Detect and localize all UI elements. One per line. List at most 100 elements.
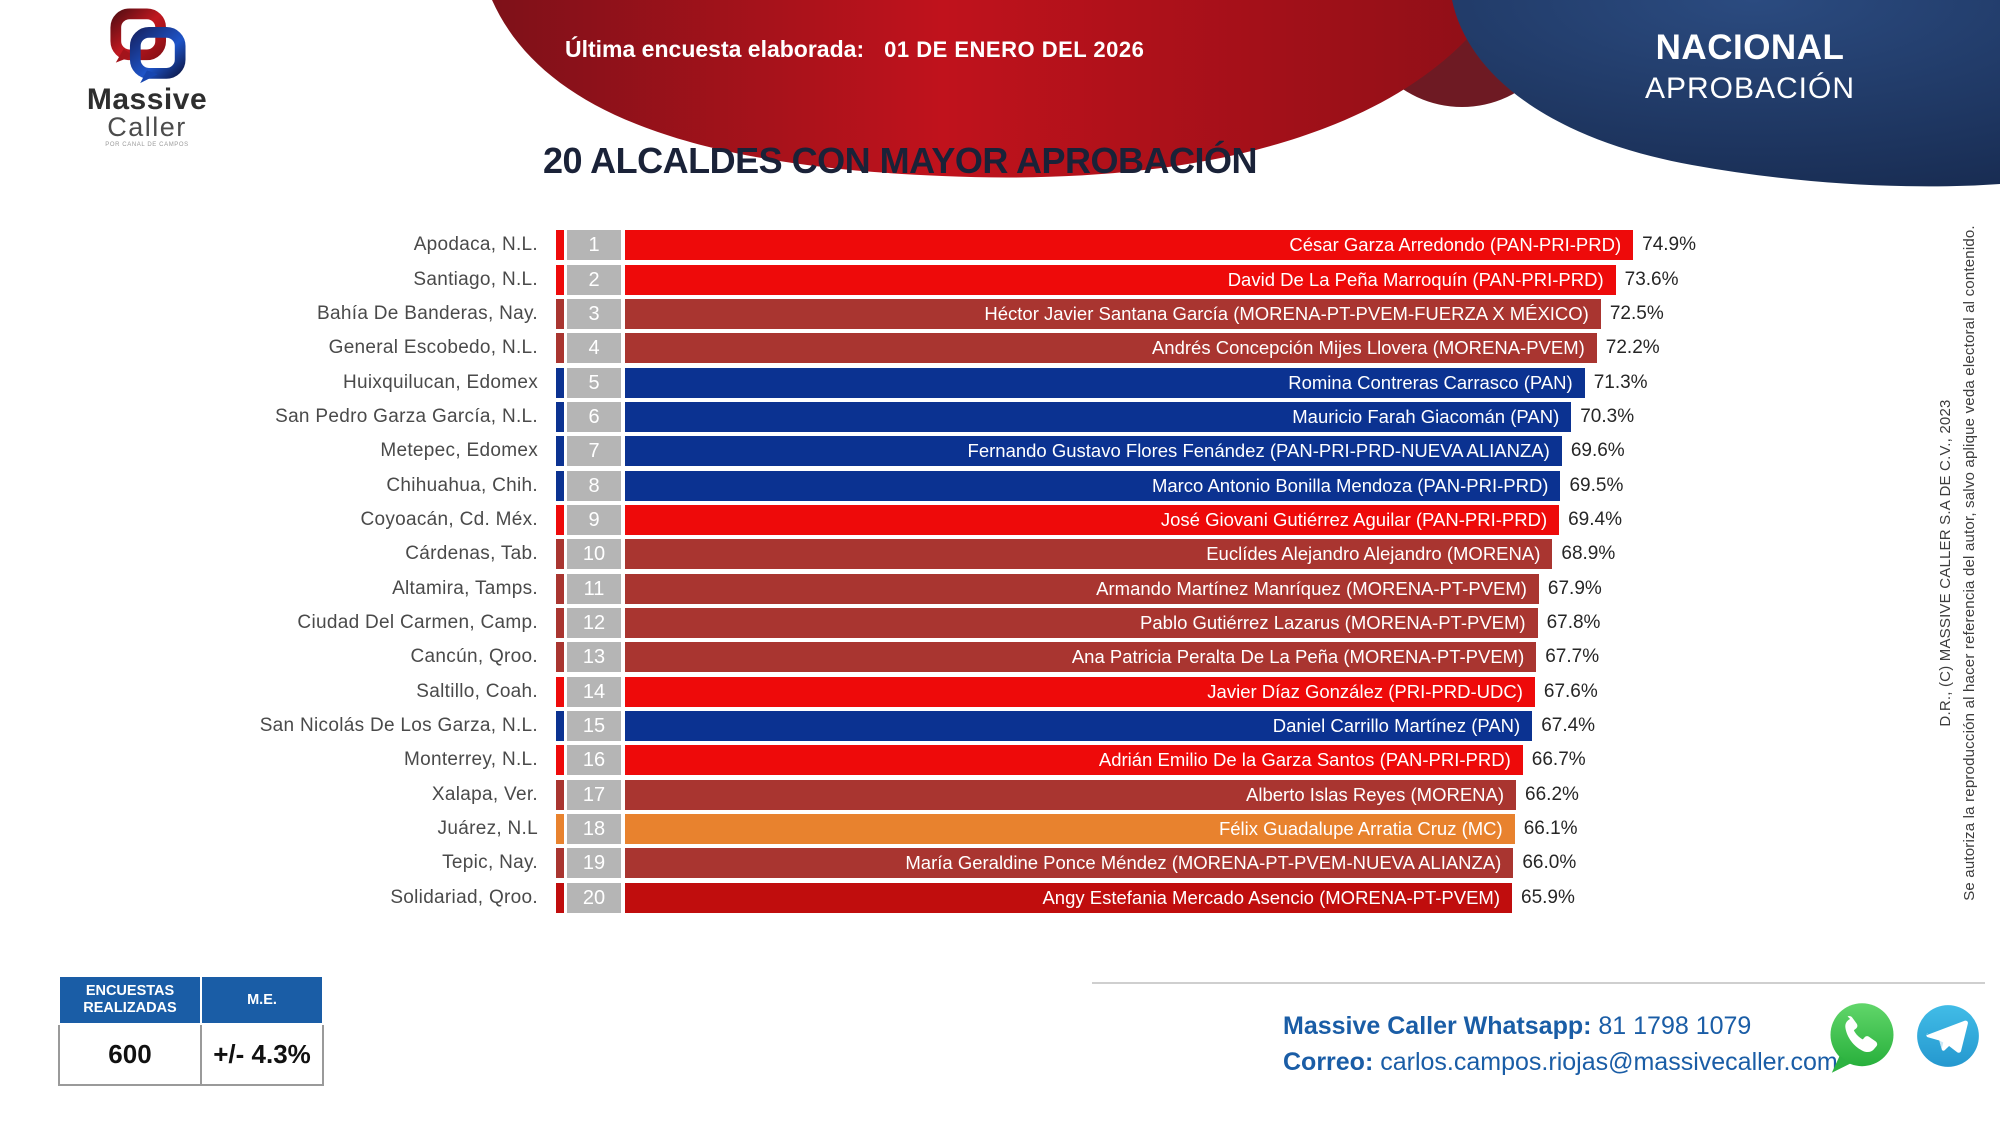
rank-badge: 18 xyxy=(567,814,621,845)
city-label: Metepec, Edomex xyxy=(380,440,538,462)
city-label: Apodaca, N.L. xyxy=(413,234,538,256)
approval-bar: Angy Estefania Mercado Asencio (MORENA-P… xyxy=(625,882,1512,913)
bar-accent-strip xyxy=(556,298,564,329)
approval-bar: David De La Peña Marroquín (PAN-PRI-PRD) xyxy=(625,264,1616,295)
red-swoosh-shape xyxy=(492,0,1492,178)
telegram-icon[interactable] xyxy=(1910,998,1986,1074)
approval-bar: Ana Patricia Peralta De La Peña (MORENA-… xyxy=(625,642,1537,673)
city-label: Monterrey, N.L. xyxy=(403,749,538,771)
survey-stats-table: ENCUESTAS REALIZADAS M.E. 600 +/- 4.3% xyxy=(58,975,324,1086)
table-row: Santiago, N.L. 2 David De La Peña Marroq… xyxy=(0,262,2000,296)
city-label: Saltillo, Coah. xyxy=(416,680,538,702)
bar-accent-strip xyxy=(556,607,564,638)
whatsapp-icon[interactable] xyxy=(1820,994,1904,1078)
bar-accent-strip xyxy=(556,230,564,261)
table-row: Xalapa, Ver. 17 Alberto Islas Reyes (MOR… xyxy=(0,778,2000,812)
value-label: 68.9% xyxy=(1561,543,1616,565)
candidate-label: Andrés Concepción Mijes Llovera (MORENA-… xyxy=(1151,337,1585,359)
value-label: 73.6% xyxy=(1624,268,1679,290)
value-label: 69.4% xyxy=(1568,508,1622,530)
email-line: Correo: carlos.campos.riojas@massivecall… xyxy=(1283,1044,1838,1080)
approval-bar: Romina Contreras Carrasco (PAN) xyxy=(625,367,1585,398)
city-label: Juárez, N.L xyxy=(437,818,538,840)
rank-badge: 3 xyxy=(567,298,621,329)
candidate-label: Pablo Gutiérrez Lazarus (MORENA-PT-PVEM) xyxy=(1140,611,1526,633)
region-badge: NACIONAL APROBACIÓN xyxy=(1565,28,1935,106)
reproduction-notice-text: Se autoriza la reproducción al hacer ref… xyxy=(1961,224,1978,901)
candidate-label: Ana Patricia Peralta De La Peña (MORENA-… xyxy=(1071,646,1525,668)
massive-caller-logo-icon xyxy=(110,8,186,84)
value-label: 70.3% xyxy=(1580,405,1635,427)
candidate-label: Romina Contreras Carrasco (PAN) xyxy=(1288,371,1573,393)
city-label: Cancún, Qroo. xyxy=(410,646,538,668)
city-label: Chihuahua, Chih. xyxy=(386,474,538,496)
bar-accent-strip xyxy=(556,401,564,432)
approval-bar: Alberto Islas Reyes (MORENA) xyxy=(625,779,1517,810)
stats-value-me: +/- 4.3% xyxy=(200,1024,324,1086)
approval-bar: Armando Martínez Manríquez (MORENA-PT-PV… xyxy=(625,573,1539,604)
value-label: 67.7% xyxy=(1545,646,1600,668)
bar-accent-strip xyxy=(556,333,564,364)
rank-badge: 1 xyxy=(567,230,621,261)
candidate-label: Armando Martínez Manríquez (MORENA-PT-PV… xyxy=(1096,577,1527,599)
bar-accent-strip xyxy=(556,264,564,295)
table-row: Coyoacán, Cd. Méx. 9 José Giovani Gutiér… xyxy=(0,503,2000,537)
table-row: Cancún, Qroo. 13 Ana Patricia Peralta De… xyxy=(0,640,2000,674)
candidate-label: María Geraldine Ponce Méndez (MORENA-PT-… xyxy=(905,852,1502,874)
candidate-label: Fernando Gustavo Flores Fenández (PAN-PR… xyxy=(967,440,1550,462)
bar-accent-strip xyxy=(556,573,564,604)
rank-badge: 12 xyxy=(567,607,621,638)
stats-value-encuestas: 600 xyxy=(58,1024,202,1086)
value-label: 72.5% xyxy=(1609,302,1664,324)
candidate-label: Marco Antonio Bonilla Mendoza (PAN-PRI-P… xyxy=(1151,474,1549,496)
candidate-label: David De La Peña Marroquín (PAN-PRI-PRD) xyxy=(1227,268,1604,290)
candidate-label: Javier Díaz González (PRI-PRD-UDC) xyxy=(1207,680,1523,702)
rank-badge: 20 xyxy=(567,882,621,913)
last-survey-label: Última encuesta elaborada: xyxy=(565,36,865,62)
approval-bar: Marco Antonio Bonilla Mendoza (PAN-PRI-P… xyxy=(625,470,1561,501)
candidate-label: Daniel Carrillo Martínez (PAN) xyxy=(1272,714,1521,736)
approval-bar: Euclídes Alejandro Alejandro (MORENA) xyxy=(625,539,1553,570)
bar-accent-strip xyxy=(556,676,564,707)
metric-name: APROBACIÓN xyxy=(1644,72,1856,105)
candidate-label: Héctor Javier Santana García (MORENA-PT-… xyxy=(984,302,1589,324)
city-label: Ciudad Del Carmen, Camp. xyxy=(297,611,538,633)
value-label: 67.6% xyxy=(1543,680,1598,702)
candidate-label: César Garza Arredondo (PAN-PRI-PRD) xyxy=(1289,234,1622,256)
value-label: 66.2% xyxy=(1525,783,1579,805)
value-label: 69.5% xyxy=(1569,474,1624,496)
approval-bar: Félix Guadalupe Arratia Cruz (MC) xyxy=(625,814,1515,845)
region-name: NACIONAL xyxy=(1655,28,1845,67)
city-label: Bahía De Banderas, Nay. xyxy=(317,302,538,324)
candidate-label: José Giovani Gutiérrez Aguilar (PAN-PRI-… xyxy=(1160,508,1548,530)
candidate-label: Alberto Islas Reyes (MORENA) xyxy=(1246,783,1505,805)
contact-block: Massive Caller Whatsapp: 81 1798 1079 Co… xyxy=(1283,1008,1838,1080)
city-label: San Pedro Garza García, N.L. xyxy=(275,405,538,427)
bar-accent-strip xyxy=(556,848,564,879)
city-label: Altamira, Tamps. xyxy=(392,577,538,599)
rank-badge: 4 xyxy=(567,333,621,364)
rank-badge: 13 xyxy=(567,642,621,673)
table-row: General Escobedo, N.L. 4 Andrés Concepci… xyxy=(0,331,2000,365)
city-label: Coyoacán, Cd. Méx. xyxy=(360,508,538,530)
table-row: Huixquilucan, Edomex 5 Romina Contreras … xyxy=(0,365,2000,399)
footer-divider xyxy=(1092,982,1985,984)
value-label: 65.9% xyxy=(1521,886,1575,908)
table-row: Altamira, Tamps. 11 Armando Martínez Man… xyxy=(0,571,2000,605)
table-row: Cárdenas, Tab. 10 Euclídes Alejandro Ale… xyxy=(0,537,2000,571)
rank-badge: 11 xyxy=(567,573,621,604)
table-row: Juárez, N.L 18 Félix Guadalupe Arratia C… xyxy=(0,812,2000,846)
whatsapp-line: Massive Caller Whatsapp: 81 1798 1079 xyxy=(1283,1008,1838,1044)
table-row: Bahía De Banderas, Nay. 3 Héctor Javier … xyxy=(0,297,2000,331)
value-label: 66.1% xyxy=(1523,818,1578,840)
bar-accent-strip xyxy=(556,779,564,810)
bar-accent-strip xyxy=(556,504,564,535)
approval-bar: José Giovani Gutiérrez Aguilar (PAN-PRI-… xyxy=(625,504,1560,535)
value-label: 74.9% xyxy=(1642,234,1697,256)
approval-bar: María Geraldine Ponce Méndez (MORENA-PT-… xyxy=(625,848,1514,879)
brand-name-line2: Caller xyxy=(107,112,187,142)
candidate-label: Adrián Emilio De la Garza Santos (PAN-PR… xyxy=(1098,749,1511,771)
rank-badge: 8 xyxy=(567,470,621,501)
page-title: 20 ALCALDES CON MAYOR APROBACIÓN xyxy=(542,140,1258,181)
